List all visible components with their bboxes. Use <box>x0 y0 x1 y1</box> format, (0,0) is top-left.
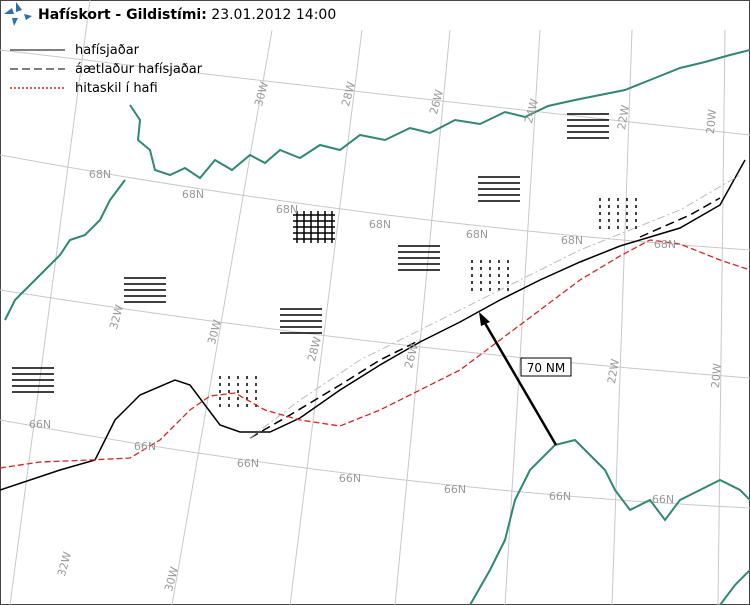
grid-label: 66N <box>339 472 361 485</box>
grid-label: 68N <box>89 168 111 181</box>
track <box>249 174 741 439</box>
estimated-ice-edge <box>639 197 721 238</box>
grid-label: 24W <box>522 97 541 125</box>
annotation-box <box>520 357 572 377</box>
grid-label: 30W <box>205 318 224 346</box>
logo <box>4 2 32 26</box>
grid-label: 32W <box>107 303 126 331</box>
estimated-ice-edge <box>249 339 421 439</box>
grid-label: 66N <box>549 490 571 503</box>
grid-label: 66N <box>134 440 156 453</box>
legend-label: áætlaður hafísjaðar <box>75 62 203 77</box>
grid-label: 68N <box>369 218 391 231</box>
grid-labels: 30W 28W 26W 24W 22W 20W 68N 68N 68N 68N 68N 68N 68N 3… <box>29 80 724 593</box>
grid-label: 66N <box>237 457 259 470</box>
thermal-front <box>0 239 750 469</box>
grid-label: 68N <box>466 228 488 241</box>
grid-label: 30W <box>162 565 181 593</box>
grid-label: 66N <box>652 493 674 506</box>
grid-label: 32W <box>55 550 74 578</box>
grid-label: 68N <box>654 238 676 251</box>
grid-label: 22W <box>605 358 622 385</box>
grid-label: 66N <box>29 418 51 431</box>
grid-label: 68N <box>276 203 298 216</box>
grid-label: 26W <box>402 342 421 370</box>
legend-label: hitaskil í hafi <box>75 81 158 96</box>
grid-label: 20W <box>709 363 724 389</box>
grid-label: 20W <box>704 109 719 135</box>
ice-symbols <box>12 113 609 393</box>
grid-label: 66N <box>444 483 466 496</box>
grid-label: 26W <box>427 88 446 116</box>
grid-label: 30W <box>252 80 271 108</box>
title-label: Hafískort - Gildistími: <box>38 7 207 23</box>
annotation: 70 NM <box>527 361 565 375</box>
legend-label: hafísjaðar <box>75 43 140 58</box>
ice-edge <box>0 159 746 491</box>
grid-label: 22W <box>615 104 632 131</box>
grid-label: 28W <box>339 80 358 108</box>
timestamp: 23.01.2012 14:00 <box>211 7 336 23</box>
grid-label: 28W <box>305 335 324 363</box>
arrow-head <box>479 312 490 326</box>
grid-label: 68N <box>561 234 583 247</box>
legend: hafísjaðar áætlaður hafísjaðar hitaskil … <box>10 43 203 96</box>
ice-dots <box>219 198 637 408</box>
grid-label: 68N <box>182 188 204 201</box>
coastline <box>4 49 750 605</box>
title: Hafískort - Gildistími: 23.01.2012 14:00 <box>38 7 336 23</box>
distance-arrow <box>480 317 558 446</box>
